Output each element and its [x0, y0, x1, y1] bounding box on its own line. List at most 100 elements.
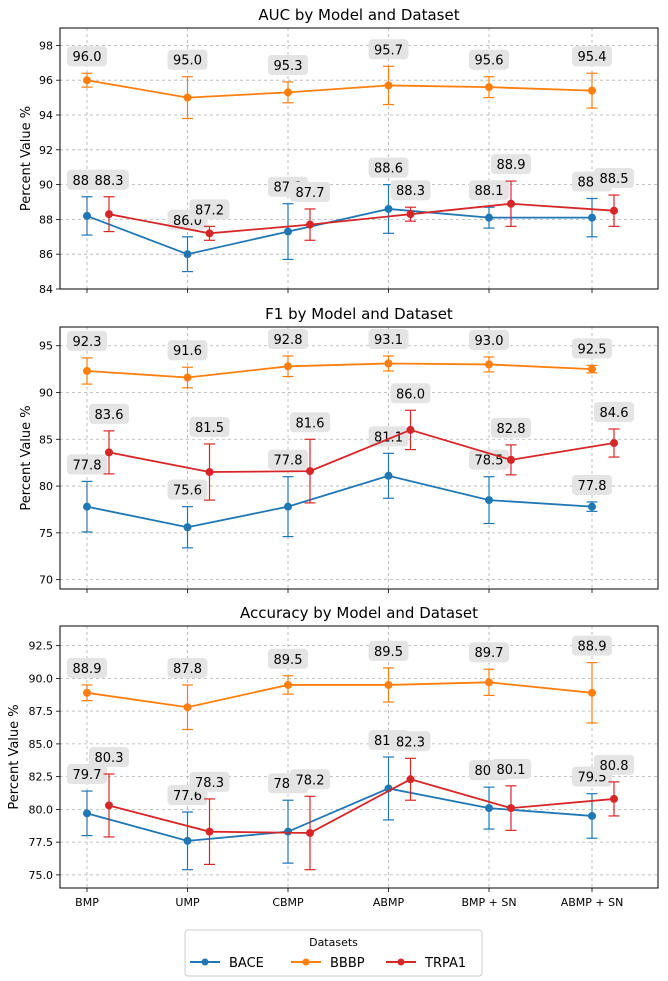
svg-text:89.5: 89.5 [374, 645, 403, 660]
x-tick-label-bmp: BMP [75, 896, 99, 909]
svg-text:77.6: 77.6 [173, 789, 202, 804]
data-point-f1-bbbp-cbmp [284, 362, 292, 371]
data-point-accuracy-bbbp-bmp-sn [485, 678, 493, 687]
data-label-auc-bbbp-bmp: 96.0 [67, 46, 107, 67]
data-point-auc-trpa1-abmp-sn [610, 206, 618, 215]
data-label-auc-bbbp-ump: 95.0 [167, 49, 208, 70]
series-line-accuracy-bace [86, 787, 593, 842]
legend-marker-trpa1 [397, 958, 405, 966]
y-tick-label-auc-6: 96 [39, 74, 53, 87]
data-label-auc-trpa1-abmp-sn: 88.5 [594, 168, 634, 189]
data-label-accuracy-bbbp-ump: 87.8 [167, 657, 208, 678]
data-label-accuracy-bbbp-bmp-sn: 89.7 [469, 642, 509, 663]
svg-text:92.5: 92.5 [578, 342, 607, 357]
data-point-auc-trpa1-abmp [406, 210, 415, 219]
series-line-auc-bace [86, 208, 592, 256]
y-tick-label-auc-2: 88 [39, 213, 53, 226]
data-point-auc-trpa1-ump [205, 229, 214, 238]
data-label-f1-trpa1-ump: 81.5 [189, 416, 230, 437]
data-point-f1-trpa1-ump [205, 468, 214, 477]
data-point-accuracy-trpa1-ump [205, 827, 214, 836]
plot-frame-f1 [59, 326, 659, 590]
series-line-f1-trpa1 [108, 428, 615, 473]
svg-text:92.8: 92.8 [274, 333, 303, 348]
x-tick-label-abmp: ABMP [373, 896, 405, 909]
data-label-auc-trpa1-cbmp: 87.7 [290, 181, 330, 202]
data-point-f1-bace-bmp [83, 502, 91, 511]
data-label-auc-trpa1-bmp: 88.3 [89, 169, 129, 190]
plot-frame-auc [59, 27, 659, 290]
svg-text:89.5: 89.5 [274, 653, 303, 668]
svg-text:87.7: 87.7 [296, 186, 325, 201]
data-point-f1-bbbp-abmp [384, 359, 393, 368]
plot-frame-accuracy [59, 625, 659, 889]
svg-text:77.8: 77.8 [578, 479, 607, 494]
data-point-auc-bbbp-cbmp [284, 88, 292, 97]
data-point-accuracy-trpa1-abmp [406, 775, 415, 784]
data-point-f1-trpa1-bmp-sn [507, 455, 515, 464]
data-point-f1-bace-abmp [384, 471, 393, 480]
data-label-accuracy-trpa1-bmp: 80.3 [89, 747, 129, 768]
svg-text:95.4: 95.4 [578, 50, 607, 65]
legend: Datasets BACE BBBP TRPA1 [184, 929, 483, 977]
y-tick-label-accuracy-6: 90.0 [29, 672, 54, 685]
data-label-auc-bace-abmp: 88.6 [368, 157, 409, 178]
y-tick-label-f1-1: 75 [39, 527, 53, 540]
svg-text:91.6: 91.6 [173, 344, 202, 359]
data-label-f1-bace-abmp: 81.1 [368, 426, 409, 447]
data-point-f1-bace-cbmp [284, 502, 292, 511]
data-label-f1-bace-abmp-sn: 77.8 [572, 474, 612, 495]
series-accuracy-trpa1: 80.3 78.3 78.2 82.3 80.1 80.8 [89, 731, 634, 871]
x-tick-label-bmp-sn: BMP + SN [461, 896, 516, 909]
data-label-auc-bbbp-cbmp: 95.3 [268, 54, 308, 75]
series-line-f1-bbbp [86, 362, 593, 379]
svg-text:88.3: 88.3 [396, 184, 425, 199]
svg-text:95.0: 95.0 [173, 54, 202, 69]
y-tick-label-auc-7: 98 [39, 39, 53, 52]
data-point-accuracy-bbbp-ump [183, 703, 192, 712]
svg-text:77.8: 77.8 [274, 454, 303, 469]
data-label-accuracy-trpa1-abmp: 82.3 [390, 731, 431, 752]
data-point-accuracy-trpa1-cbmp [306, 828, 314, 837]
data-point-f1-bace-ump [183, 523, 192, 532]
data-label-auc-trpa1-bmp-sn: 88.9 [491, 154, 531, 175]
series-f1-bace: 77.8 75.6 77.8 81.1 78.5 77.8 [67, 426, 612, 549]
data-label-f1-bace-bmp: 77.8 [67, 454, 107, 475]
svg-text:88.9: 88.9 [578, 640, 607, 655]
legend-label-bace: BACE [229, 956, 264, 971]
data-point-auc-bace-abmp [384, 204, 393, 213]
data-label-f1-bbbp-bmp-sn: 93.0 [469, 329, 509, 350]
data-point-auc-bace-cbmp [284, 227, 292, 236]
y-tick-label-f1-2: 80 [39, 480, 53, 493]
svg-text:88.9: 88.9 [497, 158, 526, 173]
y-tick-label-auc-0: 84 [39, 283, 53, 296]
data-label-accuracy-trpa1-abmp-sn: 80.8 [594, 754, 634, 775]
x-tick-label-abmp-sn: ABMP + SN [561, 896, 624, 909]
y-tick-label-accuracy-1: 77.5 [29, 836, 54, 849]
y-tick-label-f1-5: 95 [39, 340, 53, 353]
chart-title-accuracy: Accuracy by Model and Dataset [240, 604, 478, 622]
series-auc-bbbp: 96.0 95.0 95.3 95.7 95.6 95.4 [67, 39, 612, 120]
data-point-auc-bace-abmp-sn [588, 213, 596, 222]
data-label-f1-trpa1-bmp: 83.6 [89, 403, 129, 424]
svg-text:93.0: 93.0 [475, 334, 504, 349]
data-label-accuracy-bbbp-cbmp: 89.5 [268, 648, 308, 669]
svg-text:80.1: 80.1 [497, 763, 526, 778]
x-tick-label-ump: UMP [175, 896, 200, 909]
data-label-accuracy-bace-bmp: 79.7 [67, 764, 107, 785]
data-label-f1-trpa1-abmp: 86.0 [390, 383, 431, 404]
data-label-f1-bbbp-bmp: 92.3 [67, 330, 107, 351]
data-point-accuracy-bace-bmp-sn [485, 804, 493, 813]
data-point-auc-bbbp-ump [183, 93, 192, 102]
svg-text:80.3: 80.3 [95, 751, 124, 766]
x-tick-label-cbmp: CBMP [272, 896, 304, 909]
legend-label-trpa1: TRPA1 [424, 956, 466, 971]
chart-title-auc: AUC by Model and Dataset [258, 6, 459, 24]
series-line-f1-bace [86, 474, 593, 529]
y-tick-label-auc-1: 86 [39, 248, 53, 261]
data-point-accuracy-bbbp-bmp [83, 688, 91, 697]
data-point-f1-bace-abmp-sn [588, 502, 596, 511]
svg-text:79.7: 79.7 [73, 768, 102, 783]
data-label-f1-bbbp-abmp: 93.1 [368, 329, 409, 350]
svg-text:78.2: 78.2 [296, 773, 325, 788]
